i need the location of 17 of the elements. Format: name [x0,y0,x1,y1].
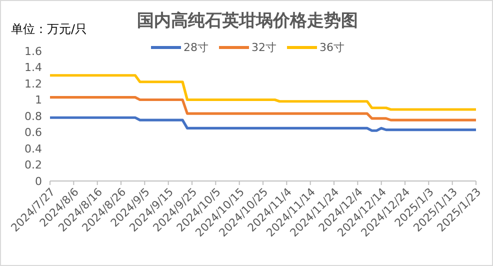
line-series [50,116,476,132]
line-series [50,96,476,122]
y-tick-label: 1.6 [24,44,42,58]
y-axis-title: 单位：万元/只 [11,21,88,38]
legend-label: 32寸 [252,40,276,55]
y-tick-label: 0.2 [24,158,42,172]
y-tick-label: 0 [35,174,42,188]
y-tick-label: 1.2 [24,77,42,90]
chart-title: 国内高纯石英坩埚价格走势图 [137,11,358,31]
legend-label: 28寸 [184,40,208,55]
legend-label: 36寸 [320,40,344,55]
y-tick-label: 0.8 [24,110,42,123]
y-tick-label: 1.4 [24,61,42,74]
y-tick-label: 1 [35,94,42,107]
y-tick-label: 0.6 [24,126,42,140]
y-tick-label: 0.4 [24,142,42,156]
line-series [50,74,476,111]
